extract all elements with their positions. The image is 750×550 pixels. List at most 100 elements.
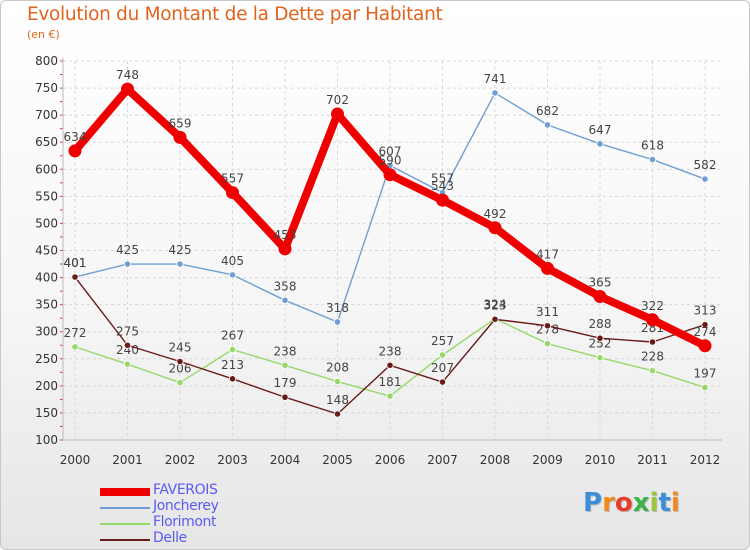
data-label-joncherey: 405 — [221, 254, 244, 268]
data-label-delle: 148 — [326, 393, 349, 407]
legend-swatch — [100, 488, 150, 496]
data-point-florimont — [438, 351, 447, 359]
data-label-joncherey: 358 — [274, 279, 297, 293]
data-label-delle: 401 — [64, 256, 87, 270]
legend-swatch — [100, 539, 150, 541]
y-tick-label: 400 — [35, 271, 58, 285]
data-point-delle — [386, 361, 394, 369]
data-label-faverois: 543 — [431, 179, 454, 193]
data-point-florimont — [386, 392, 394, 400]
x-tick-label: 2008 — [480, 453, 511, 467]
logo-letter: x — [632, 488, 650, 518]
data-point-joncherey — [701, 175, 709, 183]
data-label-faverois: 322 — [641, 299, 664, 313]
data-label-delle: 179 — [274, 376, 297, 390]
data-label-florimont: 278 — [536, 323, 559, 337]
data-label-faverois: 634 — [64, 130, 87, 144]
data-point-florimont — [71, 343, 79, 351]
x-tick-label: 2002 — [165, 453, 196, 467]
data-point-delle — [648, 338, 657, 346]
data-point-joncherey — [281, 296, 289, 304]
y-tick-label: 250 — [35, 352, 58, 366]
x-tick-label: 2011 — [637, 453, 668, 467]
data-point-faverois — [698, 339, 712, 353]
data-label-joncherey: 425 — [116, 243, 139, 257]
x-tick-label: 2005 — [322, 453, 353, 467]
data-label-faverois: 365 — [589, 276, 612, 290]
data-point-florimont — [596, 354, 604, 362]
data-point-florimont — [123, 360, 132, 368]
data-point-delle — [71, 273, 79, 281]
data-label-faverois: 417 — [536, 247, 559, 261]
data-point-delle — [438, 378, 447, 386]
chart-title: Evolution du Montant de la Dette par Hab… — [27, 4, 443, 25]
legend-label: Delle — [153, 530, 187, 546]
data-label-joncherey: 618 — [641, 139, 664, 153]
data-point-faverois — [278, 242, 292, 256]
logo-letter: r — [602, 488, 615, 518]
data-point-delle — [228, 375, 237, 383]
data-label-delle: 213 — [221, 358, 244, 372]
x-tick-label: 2010 — [585, 453, 616, 467]
data-point-delle — [543, 322, 552, 330]
y-tick-label: 500 — [35, 216, 58, 230]
logo-letter: P — [583, 488, 603, 518]
data-label-joncherey: 401 — [64, 256, 87, 270]
data-label-delle: 207 — [431, 361, 454, 375]
data-label-delle: 323 — [484, 298, 507, 312]
data-label-delle: 313 — [694, 304, 717, 318]
data-label-faverois: 453 — [274, 228, 297, 242]
x-tick-label: 2003 — [217, 453, 248, 467]
data-label-florimont: 228 — [641, 350, 664, 364]
data-label-florimont: 208 — [326, 361, 349, 375]
data-point-delle — [123, 341, 132, 349]
logo-letter: o — [614, 488, 633, 518]
legend-label: Florimont — [153, 514, 217, 530]
data-label-florimont: 206 — [169, 362, 192, 376]
x-tick-label: 2004 — [270, 453, 301, 467]
x-tick-label: 2006 — [375, 453, 406, 467]
proxiti-logo: Proxiti — [583, 488, 680, 518]
data-point-florimont — [176, 379, 184, 387]
legend-label: Joncherey — [153, 498, 219, 514]
data-point-faverois — [383, 168, 397, 182]
legend-swatch — [100, 523, 150, 525]
y-tick-label: 100 — [35, 433, 58, 447]
data-label-faverois: 557 — [221, 172, 244, 186]
data-point-delle — [281, 393, 289, 401]
y-tick-label: 200 — [35, 379, 58, 393]
data-point-faverois — [121, 82, 134, 96]
y-tick-label: 600 — [35, 162, 58, 176]
data-point-faverois — [68, 144, 82, 158]
data-point-delle — [491, 315, 499, 323]
logo-letter: i — [670, 488, 680, 518]
data-point-florimont — [333, 377, 342, 386]
data-label-florimont: 181 — [379, 375, 402, 389]
data-label-delle: 311 — [536, 305, 559, 319]
data-label-faverois: 659 — [169, 116, 192, 130]
data-point-faverois — [488, 221, 502, 235]
data-label-joncherey: 682 — [536, 104, 559, 118]
data-label-joncherey: 318 — [326, 301, 349, 315]
legend-swatch — [100, 507, 150, 509]
y-tick-label: 450 — [35, 244, 58, 258]
data-point-faverois — [436, 193, 449, 207]
data-point-florimont — [701, 383, 709, 392]
chart-unit: (en €) — [27, 28, 60, 41]
y-tick-label: 150 — [35, 406, 58, 420]
data-label-joncherey: 557 — [431, 172, 454, 186]
x-tick-label: 2009 — [532, 453, 563, 467]
data-label-florimont: 197 — [694, 366, 717, 380]
data-label-florimont: 267 — [221, 329, 244, 343]
y-tick-label: 650 — [35, 135, 58, 149]
data-label-joncherey: 582 — [694, 158, 717, 172]
data-point-faverois — [593, 290, 607, 304]
data-label-faverois: 590 — [379, 154, 402, 168]
data-label-florimont: 257 — [431, 334, 454, 348]
data-point-florimont — [281, 361, 289, 369]
data-point-faverois — [226, 186, 239, 200]
y-tick-label: 700 — [35, 108, 58, 122]
logo-letter: t — [658, 488, 671, 518]
data-point-faverois — [173, 130, 187, 144]
